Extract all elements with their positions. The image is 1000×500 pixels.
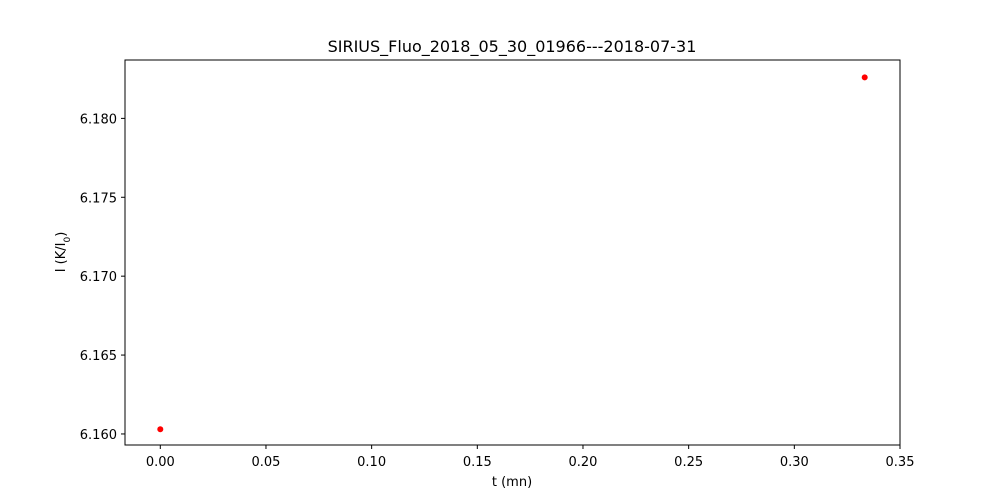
plot-frame: [124, 59, 901, 446]
y-tick-label: 6.180: [80, 112, 117, 127]
data-point: [861, 74, 868, 81]
x-tick-label: 0.35: [886, 455, 915, 470]
y-tick-label: 6.170: [80, 270, 117, 285]
y-tick-label: 6.165: [80, 349, 117, 364]
plot-area: 0.00 0.05 0.10 0.15 0.20 0.25 0.30 0.35 6.160 6.1…: [80, 59, 915, 470]
x-tick-label: 0.15: [463, 455, 492, 470]
y-axis-label-close: ): [54, 232, 69, 237]
y-axis-label-main: I (K/I: [54, 243, 69, 273]
y-axis-label-subscript: 0: [63, 237, 73, 243]
x-tick-label: 0.25: [674, 455, 703, 470]
chart-title: SIRIUS_Fluo_2018_05_30_01966---2018-07-3…: [328, 37, 697, 57]
x-tick-label: 0.20: [569, 455, 598, 470]
x-tick-label: 0.00: [146, 455, 175, 470]
x-tick-label: 0.05: [251, 455, 280, 470]
y-tick-label: 6.175: [80, 191, 117, 206]
x-axis-label: t (mn): [492, 475, 532, 490]
y-axis-label: I (K/I0): [54, 232, 73, 273]
y-tick-label: 6.160: [80, 428, 117, 443]
data-point: [157, 426, 164, 433]
x-tick-label: 0.10: [357, 455, 386, 470]
x-tick-label: 0.30: [780, 455, 809, 470]
